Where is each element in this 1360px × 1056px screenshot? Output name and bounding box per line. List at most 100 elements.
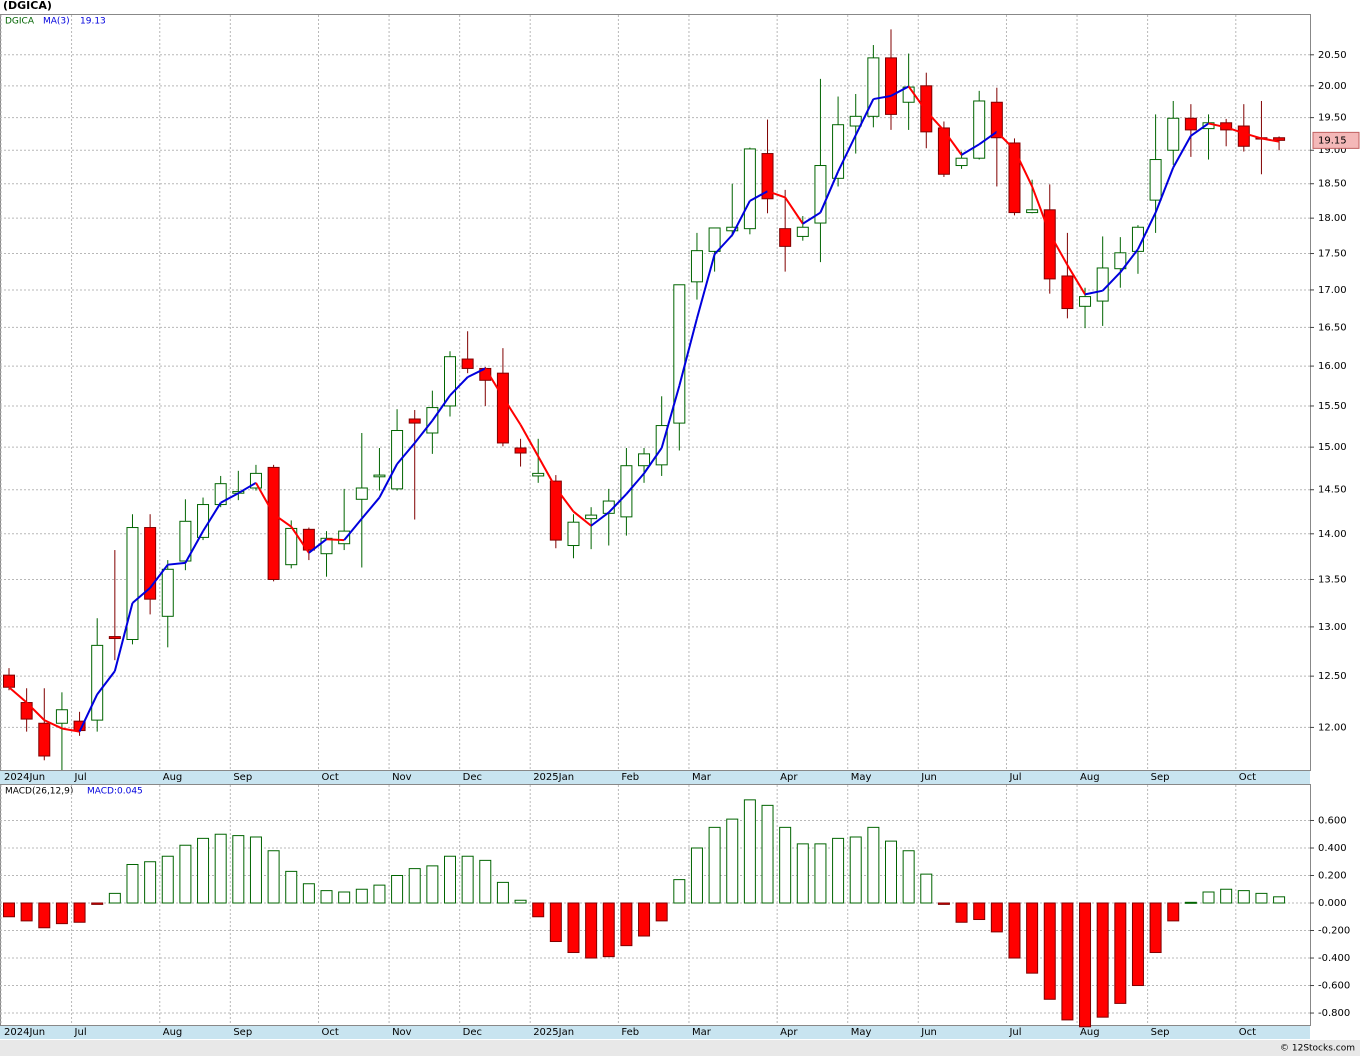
ma-segment bbox=[167, 561, 186, 566]
macd-bar bbox=[144, 861, 157, 904]
candle-body bbox=[849, 115, 862, 127]
macd-bar bbox=[638, 902, 651, 937]
macd-bar bbox=[408, 868, 421, 904]
macd-bar bbox=[1079, 902, 1092, 1028]
ma-segment bbox=[343, 518, 363, 541]
ma-segment bbox=[1225, 126, 1245, 135]
macd-legend: MACD(26,12,9) bbox=[5, 787, 73, 797]
y-tick-label: 14.50 bbox=[1318, 485, 1347, 496]
ma-segment bbox=[555, 487, 575, 513]
candle-body bbox=[726, 226, 739, 232]
y-tick-label: -0.800 bbox=[1318, 1008, 1350, 1019]
ma-segment bbox=[131, 587, 151, 604]
candle-body bbox=[444, 356, 456, 407]
candle-body bbox=[708, 227, 721, 252]
x-tick-label: Aug bbox=[1080, 772, 1100, 783]
x-tick-label: Jun bbox=[920, 772, 937, 783]
ma-segment bbox=[749, 190, 768, 202]
candle-body bbox=[1096, 267, 1109, 302]
candle-body bbox=[549, 480, 562, 541]
macd-bar bbox=[761, 804, 774, 904]
ma-segment bbox=[113, 602, 134, 672]
macd-bar bbox=[3, 902, 15, 918]
y-tick-label: -0.200 bbox=[1318, 926, 1350, 937]
x-tick-label: 2025Jan bbox=[533, 1027, 574, 1038]
ma-segment bbox=[1066, 264, 1086, 295]
candle-body bbox=[408, 418, 421, 424]
macd-bar bbox=[585, 902, 598, 959]
y-tick-label: 0.000 bbox=[1318, 898, 1347, 909]
y-tick-label: 18.50 bbox=[1318, 179, 1347, 190]
macd-bar bbox=[91, 902, 104, 905]
y-tick-label: -0.600 bbox=[1318, 981, 1350, 992]
macd-bar bbox=[620, 902, 633, 947]
candle-body bbox=[126, 527, 139, 641]
ma-segment bbox=[96, 670, 116, 695]
ma-segment bbox=[467, 367, 486, 379]
candle-body bbox=[3, 674, 15, 688]
macd-bar bbox=[1131, 902, 1144, 987]
ma-segment bbox=[78, 693, 99, 733]
macd-bar bbox=[885, 840, 897, 904]
macd-bar bbox=[602, 902, 615, 958]
candle-body bbox=[55, 709, 68, 724]
candle-body bbox=[585, 514, 598, 520]
x-tick-label: Jul bbox=[74, 1027, 87, 1038]
macd-bar bbox=[1220, 888, 1233, 904]
candle-body bbox=[690, 250, 703, 283]
candle-body bbox=[161, 568, 174, 617]
x-tick-label: Feb bbox=[621, 1027, 639, 1038]
macd-bar bbox=[461, 855, 474, 904]
macd-bar bbox=[197, 837, 210, 904]
macd-bar bbox=[38, 902, 51, 929]
ma-segment bbox=[1013, 149, 1034, 187]
x-tick-label: Jul bbox=[74, 772, 87, 783]
candle-body bbox=[620, 465, 633, 518]
ma-segment bbox=[431, 394, 451, 422]
macd-bar bbox=[179, 844, 192, 904]
x-tick-label: May bbox=[851, 772, 872, 783]
ma-segment bbox=[1261, 137, 1280, 143]
ma-segment bbox=[255, 482, 275, 515]
x-axis-band bbox=[0, 1025, 1310, 1039]
candle-body bbox=[532, 472, 545, 477]
ma-segment bbox=[519, 424, 540, 457]
x-tick-label: Sep bbox=[233, 1027, 252, 1038]
macd-bar bbox=[444, 855, 456, 904]
ma-segment bbox=[378, 463, 398, 499]
candle-body bbox=[355, 487, 368, 500]
ma-segment bbox=[502, 396, 522, 426]
ma-segment bbox=[978, 131, 998, 146]
y-tick-label: 12.00 bbox=[1318, 722, 1347, 733]
macd-bar bbox=[902, 850, 915, 904]
candle-body bbox=[514, 447, 527, 454]
x-tick-label: 2024Jun bbox=[4, 772, 45, 783]
footer-band bbox=[0, 1040, 1360, 1056]
x-tick-label: Dec bbox=[463, 772, 482, 783]
macd-bar bbox=[1202, 891, 1215, 904]
y-tick-label: 16.00 bbox=[1318, 361, 1347, 372]
x-tick-label: 2024Jun bbox=[4, 1027, 45, 1038]
macd-bar bbox=[496, 881, 509, 904]
y-tick-label: 20.00 bbox=[1318, 81, 1347, 92]
candle-body bbox=[814, 165, 827, 224]
last-price-box bbox=[1312, 131, 1360, 149]
x-tick-label: Jun bbox=[920, 1027, 937, 1038]
x-tick-label: Dec bbox=[463, 1027, 482, 1038]
x-tick-label: May bbox=[851, 1027, 872, 1038]
x-tick-label: Apr bbox=[780, 772, 798, 783]
ma-segment bbox=[1031, 186, 1051, 234]
macd-bar bbox=[814, 843, 827, 904]
ma-segment bbox=[731, 200, 751, 236]
x-tick-label: Sep bbox=[233, 772, 252, 783]
macd-bar bbox=[1237, 890, 1250, 904]
macd-bar bbox=[161, 855, 174, 904]
macd-bar bbox=[355, 888, 368, 904]
ma-segment bbox=[837, 134, 857, 173]
macd-bar bbox=[514, 899, 527, 904]
macd-bar bbox=[20, 902, 33, 922]
y-tick-label: -0.400 bbox=[1318, 953, 1350, 964]
legend-ma: MA(3) bbox=[43, 17, 70, 27]
macd-bar bbox=[990, 902, 1003, 933]
candle-body bbox=[796, 226, 809, 237]
